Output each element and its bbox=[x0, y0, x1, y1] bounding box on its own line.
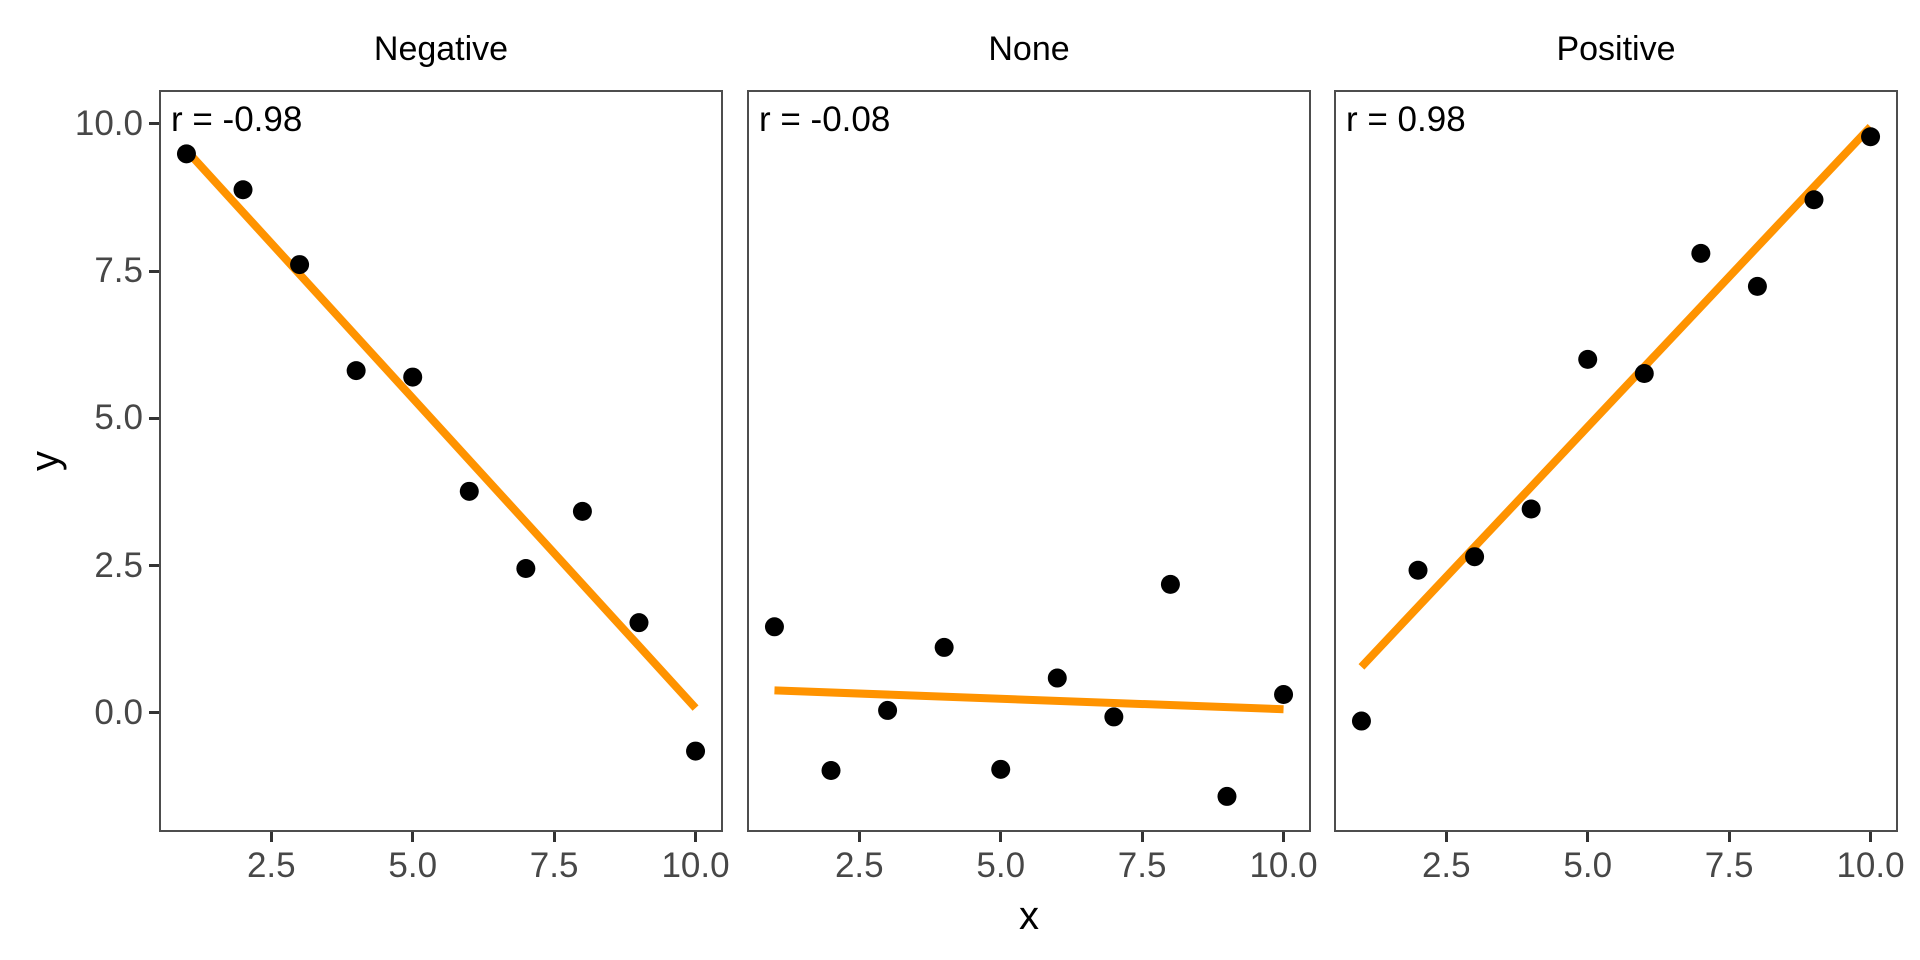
x-tick-label: 10.0 bbox=[661, 846, 730, 885]
x-tick-mark bbox=[1282, 832, 1286, 842]
data-point bbox=[878, 700, 898, 720]
data-point bbox=[1465, 547, 1485, 567]
y-tick-mark bbox=[149, 711, 159, 715]
x-tick-mark bbox=[1727, 832, 1731, 842]
x-tick-label: 7.5 bbox=[529, 846, 579, 885]
scatter-plot-none bbox=[764, 574, 1294, 806]
data-point bbox=[1691, 243, 1711, 263]
data-point bbox=[821, 761, 841, 781]
x-tick-mark bbox=[411, 832, 415, 842]
x-tick-label: 10.0 bbox=[1249, 846, 1318, 885]
trend-line bbox=[774, 686, 1284, 714]
y-tick-label: 0.0 bbox=[94, 692, 143, 732]
data-point bbox=[1160, 574, 1180, 594]
y-tick-mark bbox=[149, 269, 159, 273]
data-point bbox=[1634, 364, 1654, 384]
x-tick-mark bbox=[857, 832, 861, 842]
x-tick-label: 2.5 bbox=[834, 846, 884, 885]
x-tick-mark bbox=[999, 832, 1003, 842]
data-point bbox=[459, 481, 479, 501]
y-tick-label: 5.0 bbox=[94, 398, 143, 438]
plot-panel-positive bbox=[1334, 90, 1898, 832]
y-tick-mark bbox=[149, 564, 159, 568]
correlation-label-positive: r = 0.98 bbox=[1346, 100, 1466, 139]
correlation-label-negative: r = -0.98 bbox=[171, 100, 303, 139]
data-point bbox=[516, 558, 536, 578]
x-tick-mark bbox=[269, 832, 273, 842]
facet-title-positive: Positive bbox=[1556, 30, 1676, 68]
trend-line bbox=[183, 147, 699, 711]
data-point bbox=[1274, 685, 1294, 705]
x-tick-mark bbox=[694, 832, 698, 842]
data-point bbox=[1104, 707, 1124, 727]
y-tick-label: 10.0 bbox=[74, 103, 143, 143]
x-tick-mark bbox=[1444, 832, 1448, 842]
x-tick-label: 7.5 bbox=[1704, 846, 1754, 885]
data-point bbox=[1217, 786, 1237, 806]
scatter-plot-negative bbox=[176, 144, 706, 761]
x-tick-mark bbox=[1586, 832, 1590, 842]
data-point bbox=[1408, 560, 1428, 580]
data-point bbox=[176, 144, 196, 164]
data-point bbox=[290, 255, 310, 275]
y-tick-mark bbox=[149, 122, 159, 126]
trend-line bbox=[1358, 124, 1874, 670]
correlation-label-none: r = -0.08 bbox=[759, 100, 891, 139]
data-point bbox=[403, 367, 423, 387]
y-tick-label: 2.5 bbox=[94, 545, 143, 585]
data-point bbox=[764, 617, 784, 637]
data-point bbox=[1747, 276, 1767, 296]
data-point bbox=[1804, 190, 1824, 210]
data-point bbox=[1521, 499, 1541, 519]
x-tick-label: 10.0 bbox=[1836, 846, 1905, 885]
x-tick-mark bbox=[1869, 832, 1873, 842]
data-point bbox=[1047, 668, 1067, 688]
x-axis-title: x bbox=[1019, 894, 1039, 938]
x-tick-mark bbox=[1140, 832, 1144, 842]
data-point bbox=[233, 180, 253, 200]
x-tick-mark bbox=[552, 832, 556, 842]
scatter-plot-positive bbox=[1351, 124, 1881, 731]
facet-title-negative: Negative bbox=[373, 30, 509, 68]
y-axis-title: y bbox=[23, 451, 67, 471]
x-tick-label: 5.0 bbox=[388, 846, 438, 885]
data-point bbox=[346, 361, 366, 381]
x-tick-label: 5.0 bbox=[976, 846, 1026, 885]
y-tick-label: 7.5 bbox=[94, 251, 143, 291]
facet-title-none: None bbox=[988, 30, 1070, 68]
data-point bbox=[1861, 127, 1881, 147]
x-tick-label: 5.0 bbox=[1563, 846, 1613, 885]
data-point bbox=[1351, 711, 1371, 731]
data-point bbox=[1578, 349, 1598, 369]
plot-panel-negative bbox=[159, 90, 723, 832]
y-tick-mark bbox=[149, 416, 159, 420]
data-point bbox=[934, 637, 954, 657]
data-point bbox=[686, 741, 706, 761]
x-tick-label: 2.5 bbox=[1421, 846, 1471, 885]
data-point bbox=[572, 501, 592, 521]
x-tick-label: 7.5 bbox=[1117, 846, 1167, 885]
data-point bbox=[629, 613, 649, 633]
x-tick-label: 2.5 bbox=[246, 846, 296, 885]
data-point bbox=[991, 759, 1011, 779]
